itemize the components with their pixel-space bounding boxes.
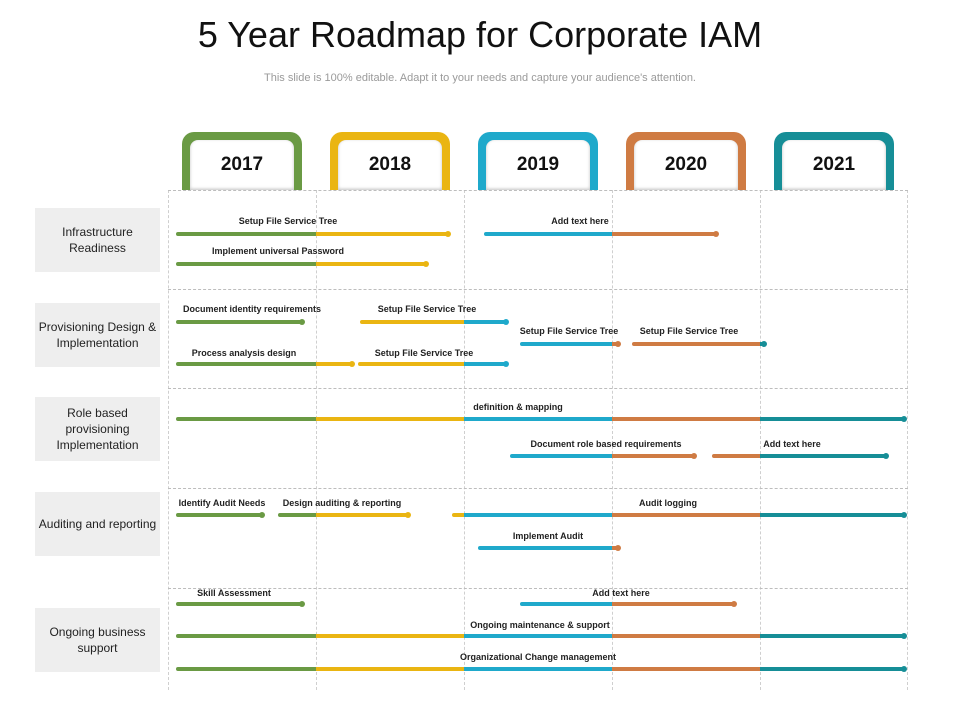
grid-line	[612, 190, 613, 690]
task-label: Organizational Change management	[459, 652, 617, 662]
task-label: Ongoing maintenance & support	[470, 620, 610, 630]
task-bar	[176, 666, 907, 672]
grid-line	[760, 190, 761, 690]
task-label: Skill Assessment	[197, 588, 271, 598]
year-tab-2021: 2021	[774, 132, 894, 190]
grid-line	[168, 190, 169, 690]
task-bar	[176, 633, 907, 639]
task-bar	[452, 512, 907, 518]
category-ongoing-support: Ongoing business support	[35, 608, 160, 672]
task-label: Add text here	[592, 588, 650, 598]
year-tab-2018: 2018	[330, 132, 450, 190]
task-bar	[632, 341, 767, 347]
task-label: Setup File Service Tree	[374, 348, 474, 358]
page-title: 5 Year Roadmap for Corporate IAM	[197, 14, 763, 55]
task-label: Setup File Service Tree	[238, 216, 338, 226]
task-label: Document role based requirements	[530, 439, 682, 449]
row-divider	[168, 289, 908, 290]
row-divider	[168, 488, 908, 489]
page-subtitle: This slide is 100% editable. Adapt it to…	[264, 72, 696, 84]
task-label: Implement universal Password	[211, 246, 345, 256]
task-bar	[360, 319, 509, 325]
task-label: Setup File Service Tree	[377, 304, 477, 314]
task-label: definition & mapping	[473, 402, 563, 412]
task-label: Audit logging	[639, 498, 697, 508]
task-bar	[278, 512, 411, 518]
task-label: Setup File Service Tree	[519, 326, 619, 336]
task-bar	[176, 416, 907, 422]
year-label-2020: 2020	[634, 140, 738, 190]
task-label: Identify Audit Needs	[178, 498, 266, 508]
task-bar	[176, 261, 429, 267]
task-label: Add text here	[763, 439, 821, 449]
task-bar	[358, 361, 509, 367]
task-label: Implement Audit	[512, 531, 584, 541]
task-bar	[176, 512, 265, 518]
grid-line	[907, 190, 908, 690]
year-tab-2020: 2020	[626, 132, 746, 190]
category-auditing: Auditing and reporting	[35, 492, 160, 556]
grid-line	[316, 190, 317, 690]
task-label: Add text here	[551, 216, 609, 226]
task-bar	[510, 453, 697, 459]
category-infrastructure: Infrastructure Readiness	[35, 208, 160, 272]
year-tab-2017: 2017	[182, 132, 302, 190]
year-label-2018: 2018	[338, 140, 442, 190]
row-divider	[168, 388, 908, 389]
year-label-2019: 2019	[486, 140, 590, 190]
year-tab-2019: 2019	[478, 132, 598, 190]
task-bar	[712, 453, 889, 459]
year-label-2017: 2017	[190, 140, 294, 190]
task-label: Design auditing & reporting	[282, 498, 402, 508]
task-bar	[176, 361, 355, 367]
task-label: Setup File Service Tree	[639, 326, 739, 336]
task-bar	[176, 319, 305, 325]
row-divider	[168, 190, 908, 191]
task-bar	[520, 341, 621, 347]
category-provisioning: Provisioning Design & Implementation	[35, 303, 160, 367]
year-label-2021: 2021	[782, 140, 886, 190]
task-label: Document identity requirements	[182, 304, 322, 314]
task-bar	[484, 231, 719, 237]
row-divider	[168, 588, 908, 589]
task-bar	[478, 545, 621, 551]
grid-line	[464, 190, 465, 690]
task-label: Process analysis design	[191, 348, 297, 358]
category-role-based: Role based provisioning Implementation	[35, 397, 160, 461]
task-bar	[176, 601, 305, 607]
task-bar	[520, 601, 737, 607]
task-bar	[176, 231, 451, 237]
